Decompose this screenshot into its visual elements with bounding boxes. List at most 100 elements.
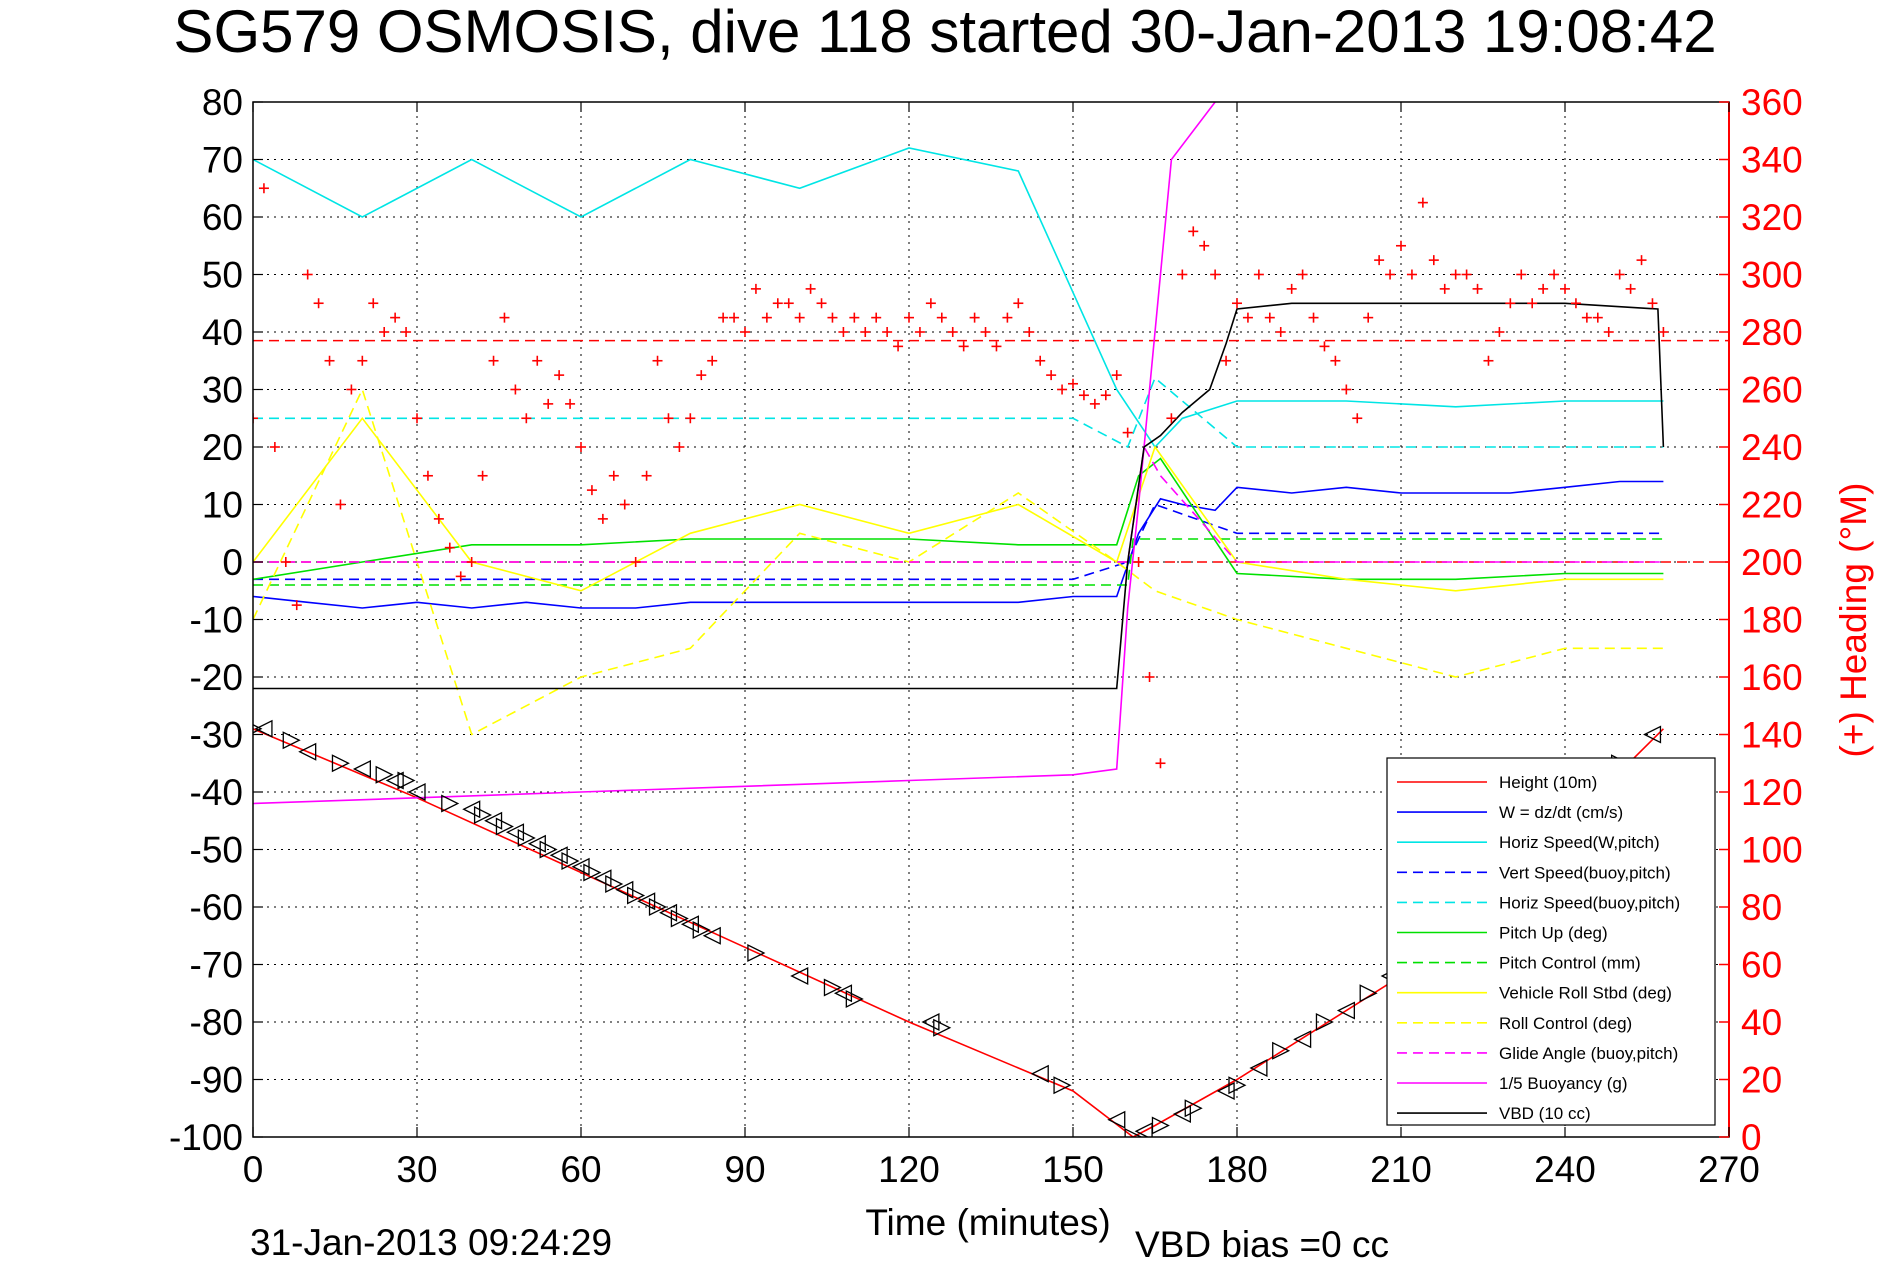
dive-marker xyxy=(1151,1116,1170,1135)
series-line-horiz-speed-buoy-pitch xyxy=(253,376,1664,449)
heading-point xyxy=(893,341,904,352)
heading-point xyxy=(608,470,619,481)
y-tick-label--50: -50 xyxy=(190,830,243,871)
heading-point xyxy=(740,327,750,337)
heading-point xyxy=(958,341,969,352)
dive-marker xyxy=(495,817,514,836)
heading-point xyxy=(1549,269,1560,280)
series-line-roll-control-deg xyxy=(253,387,1664,736)
heading-point xyxy=(335,499,346,510)
heading-point xyxy=(652,355,663,366)
heading-point xyxy=(597,513,608,524)
dive-marker xyxy=(1293,1030,1312,1049)
y-tick-label--70: -70 xyxy=(190,945,243,986)
dive-marker xyxy=(583,863,602,882)
y-tick-label--10: -10 xyxy=(190,600,243,641)
heading-point xyxy=(641,470,652,481)
heading-point xyxy=(1396,240,1406,251)
dive-marker xyxy=(1336,1001,1355,1020)
dive-marker xyxy=(298,742,317,761)
y-tick-label--40: -40 xyxy=(190,772,243,813)
dive-marker xyxy=(747,943,766,963)
heading-point xyxy=(914,327,925,337)
y-tick-label--30: -30 xyxy=(190,715,243,756)
dive-marker xyxy=(648,897,667,917)
legend-label-pitch-up-deg: Pitch Up (deg) xyxy=(1499,924,1608,943)
heading-point xyxy=(1297,269,1308,280)
y-right-tick-label-200: 200 xyxy=(1741,542,1803,583)
heading-point xyxy=(543,398,554,409)
heading-point xyxy=(357,355,368,366)
heading-point xyxy=(761,312,772,323)
dive-marker xyxy=(1030,1064,1049,1083)
dive-marker xyxy=(1272,1041,1291,1060)
heading-point xyxy=(1352,413,1363,424)
y-tick-label--100: -100 xyxy=(169,1117,243,1158)
heading-point xyxy=(324,355,335,366)
series-line-1-5-buoyancy-g xyxy=(253,102,1217,805)
heading-point xyxy=(1068,378,1078,389)
y-right-tick-label-160: 160 xyxy=(1741,657,1803,698)
heading-point xyxy=(1199,240,1210,251)
legend-label-horiz-speed-w-pitch: Horiz Speed(W,pitch) xyxy=(1499,833,1660,852)
heading-point xyxy=(1494,327,1505,337)
series-line-vbd-10-cc xyxy=(253,302,1665,690)
y-tick-label-0: 0 xyxy=(222,542,243,583)
dive-marker xyxy=(670,909,689,928)
dive-marker xyxy=(1184,1099,1203,1118)
heading-point xyxy=(1166,413,1177,424)
heading-point xyxy=(1570,298,1581,309)
dive-marker xyxy=(933,1018,952,1037)
legend-label-pitch-control-mm: Pitch Control (mm) xyxy=(1499,954,1641,973)
heading-point xyxy=(253,413,258,424)
heading-point xyxy=(904,312,914,323)
dive-marker xyxy=(1643,725,1662,744)
heading-point xyxy=(586,485,597,496)
y-right-tick-label-340: 340 xyxy=(1741,140,1803,181)
heading-point xyxy=(1406,269,1417,280)
dive-marker xyxy=(484,811,503,830)
heading-point xyxy=(925,298,936,309)
heading-point xyxy=(947,327,958,337)
dive-marker xyxy=(1228,1076,1247,1095)
series-line-vert-speed-buoy-pitch xyxy=(253,503,1664,581)
heading-point xyxy=(685,413,696,424)
x-tick-label-180: 180 xyxy=(1206,1149,1268,1190)
heading-point xyxy=(772,298,783,309)
chart-title: SG579 OSMOSIS, dive 118 started 30-Jan-2… xyxy=(173,0,1716,65)
dive-marker xyxy=(605,874,624,894)
heading-point xyxy=(1614,269,1625,280)
dive-marker xyxy=(505,823,525,842)
heading-point xyxy=(291,600,302,611)
dive-marker xyxy=(397,771,416,790)
heading-point xyxy=(302,269,313,280)
heading-point xyxy=(1308,312,1319,323)
heading-point xyxy=(1155,758,1166,769)
x-axis-ticks: 0 30 60 90 120 150 180 210 240 270 xyxy=(243,102,1760,1190)
y-tick-label-30: 30 xyxy=(202,370,243,411)
heading-point xyxy=(1253,269,1264,280)
heading-point xyxy=(849,312,860,323)
heading-point xyxy=(565,398,576,409)
y-right-tick-label-260: 260 xyxy=(1741,370,1803,411)
dive-marker xyxy=(352,759,371,779)
legend-label-vert-speed-buoy-pitch: Vert Speed(buoy,pitch) xyxy=(1499,863,1671,882)
dive-markers xyxy=(253,719,1662,1137)
dive-marker xyxy=(517,828,536,848)
legend-label-w-dz-dt-cm-s: W = dz/dt (cm/s) xyxy=(1499,803,1623,822)
heading-point xyxy=(1505,298,1516,309)
heading-point xyxy=(1232,298,1242,309)
y-tick-label--20: -20 xyxy=(190,657,243,698)
dive-marker xyxy=(833,984,853,1003)
heading-point xyxy=(269,442,280,452)
heading-point xyxy=(258,183,269,194)
legend-label-1-5-buoyancy-g: 1/5 Buoyancy (g) xyxy=(1499,1074,1628,1093)
legend-box xyxy=(1386,757,1716,1126)
y-right-tick-label-60: 60 xyxy=(1741,945,1782,986)
heading-point xyxy=(1242,312,1253,323)
y-tick-label-20: 20 xyxy=(202,427,243,468)
heading-point xyxy=(521,413,532,424)
heading-point xyxy=(1275,327,1286,337)
series-line-vehicle-roll-stbd-deg xyxy=(253,416,1664,592)
heading-point xyxy=(1636,255,1647,266)
